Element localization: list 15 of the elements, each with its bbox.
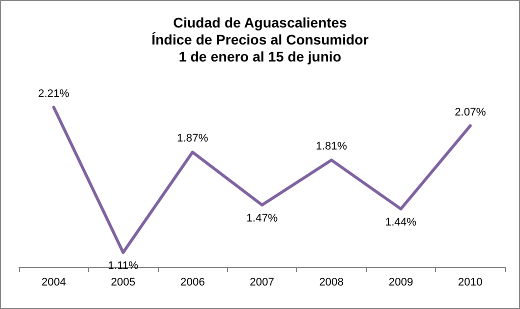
data-label: 1.47% [246, 212, 278, 224]
x-tick-label: 2006 [180, 276, 205, 288]
data-label: 2.21% [38, 88, 70, 100]
x-tick-label: 2010 [458, 276, 483, 288]
chart-title: Ciudad de Aguascalientes Índice de Precios al Consumidor 1 de enero al 15 de junio [151, 14, 370, 64]
x-tick-label: 2005 [110, 276, 136, 288]
data-label: 2.07% [454, 106, 486, 118]
x-tick-label: 2008 [319, 276, 344, 288]
data-label: 1.11% [108, 260, 139, 272]
data-label: 1.87% [176, 132, 208, 145]
x-tick-label: 2004 [41, 276, 66, 288]
x-tick-label: 2009 [388, 276, 414, 288]
data-label: 1.44% [385, 216, 417, 228]
x-tick-label: 2007 [250, 276, 274, 288]
data-label: 1.81% [316, 140, 348, 153]
